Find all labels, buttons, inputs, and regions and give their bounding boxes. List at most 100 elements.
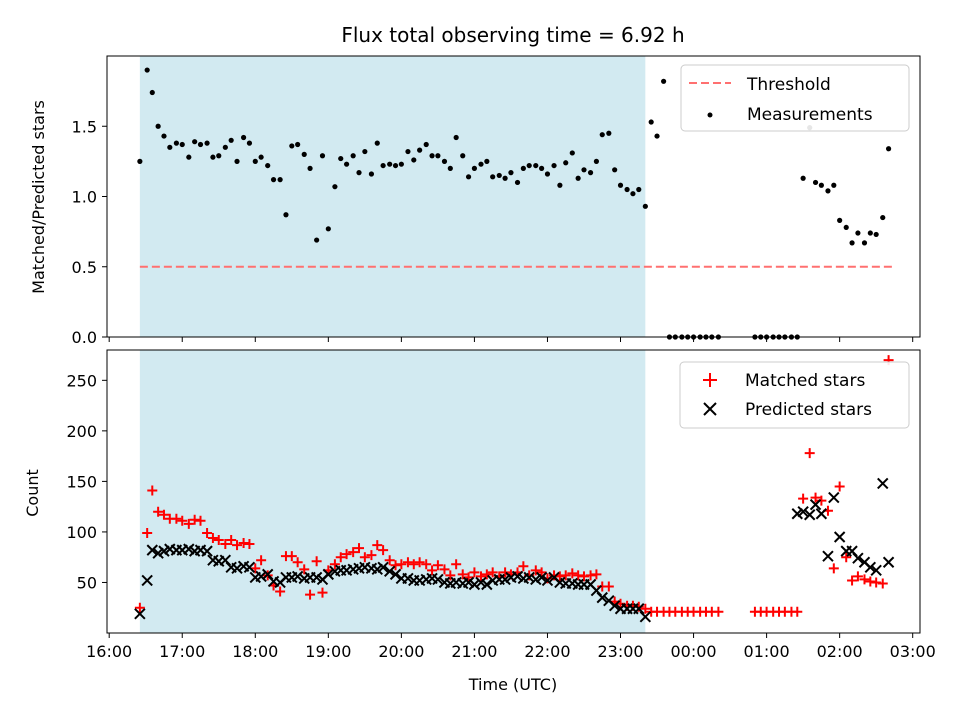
measurement-point [514, 179, 521, 186]
measurement-point [368, 171, 375, 177]
measurement-point [526, 162, 532, 169]
matched-star-point [414, 557, 425, 568]
measurement-point [228, 137, 234, 143]
measurement-point [380, 162, 386, 169]
matched-star-point [457, 569, 468, 580]
measurement-point [332, 184, 338, 190]
matched-star-point [354, 543, 365, 554]
measurement-point [465, 174, 472, 180]
matched-star-point [317, 587, 328, 598]
measurement-point [283, 212, 289, 218]
matched-star-point [299, 564, 310, 575]
measurement-point [392, 162, 399, 169]
x-axis-ticks-bottom: 16:00 17:00 18:00 19:00 20:00 21:00 22:00 23:00… [86, 633, 936, 661]
measurement-point [642, 203, 648, 209]
matched-star-point [852, 571, 863, 582]
matched-star-point [573, 570, 584, 581]
predicted-star-point [596, 591, 608, 604]
matched-star-point [213, 535, 224, 546]
matched-star-point [445, 570, 456, 581]
predicted-star-point [468, 578, 481, 591]
predicted-star-point [432, 573, 444, 586]
matched-star-point [244, 539, 255, 550]
predicted-star-point [608, 600, 621, 612]
chart-title: Flux total observing time = 6.92 h [341, 23, 684, 47]
matched-star-point [390, 560, 401, 571]
measurement-point [478, 161, 484, 167]
matched-star-point [481, 569, 492, 580]
measurement-point [289, 143, 295, 149]
predicted-star-point [833, 531, 846, 543]
matched-star-point [402, 557, 413, 568]
legend-top: Threshold Measurements [680, 64, 910, 132]
predicted-star-point [389, 568, 402, 581]
predicted-star-point [523, 571, 535, 584]
x-axis-ticks-top [108, 337, 914, 342]
y-top-tick-label: 1.5 [72, 117, 97, 136]
matched-star-point [292, 557, 303, 568]
predicted-star-point [639, 611, 652, 623]
measurement-point [502, 175, 508, 181]
matched-star-point [378, 545, 389, 556]
x-tick-label: 18:00 [232, 642, 278, 661]
matched-star-point [142, 527, 153, 538]
predicted-star-point [815, 508, 828, 520]
axes-frame-top [106, 55, 921, 338]
y-bottom-tick-label: 200 [66, 422, 97, 441]
measurement-point [167, 144, 173, 150]
y-axis-ticks-bottom: 50 100 150 200 250 [66, 371, 107, 592]
x-tick-label: 03:00 [890, 642, 936, 661]
observing-window-shade-top [139, 56, 646, 337]
measurement-point [855, 230, 861, 236]
predicted-star-point [882, 556, 895, 568]
measurement-point [301, 151, 307, 157]
matched-star-point [286, 551, 297, 562]
predicted-star-point [864, 561, 877, 574]
measurement-point [520, 165, 526, 171]
matched-star-point [463, 572, 474, 583]
matched-star-point [341, 549, 352, 560]
matched-star-point [311, 556, 322, 567]
matched-star-point [147, 485, 158, 496]
y-axis-ticks-top: 0.0 0.5 1.0 1.5 [72, 117, 107, 347]
matched-star-point [250, 563, 261, 574]
measurement-point [350, 153, 356, 159]
measurement-point [818, 182, 824, 188]
matched-star-point [585, 570, 596, 581]
x-tick-label: 23:00 [597, 642, 643, 661]
measurement-point [849, 240, 855, 246]
measurement-point [825, 188, 831, 194]
matched-star-point [578, 571, 589, 582]
legend-box-bottom [679, 361, 910, 429]
measurement-point [606, 130, 612, 136]
matched-star-point [536, 567, 547, 578]
predicted-star-point [134, 608, 146, 620]
measurement-point [861, 240, 868, 246]
measurement-point [453, 134, 459, 141]
matched-star-point [195, 515, 206, 526]
predicted-star-point [828, 491, 840, 504]
y-bottom-tick-label: 100 [66, 523, 97, 542]
measurement-point [161, 133, 167, 139]
matched-star-point [408, 559, 419, 570]
matched-star-point [792, 606, 803, 617]
legend-predicted-label: Predicted stars [745, 400, 872, 420]
matched-star-point [841, 552, 852, 563]
measurement-point [265, 162, 271, 169]
matched-star-point [475, 571, 486, 582]
measurement-point [873, 231, 879, 238]
legend-measurements-label: Measurements [747, 105, 873, 125]
matched-star-point [798, 493, 809, 504]
matched-star-point [275, 586, 286, 597]
y-bottom-tick-label: 150 [66, 472, 97, 491]
predicted-star-point [809, 498, 822, 511]
predicted-star-point [243, 561, 256, 574]
matched-star-point [232, 540, 243, 551]
matched-star-point [816, 495, 827, 506]
matched-star-point [640, 603, 651, 614]
measurement-point [508, 170, 514, 176]
measurement-point [325, 226, 331, 232]
matched-star-point [591, 569, 602, 580]
measurement-point [240, 134, 247, 141]
